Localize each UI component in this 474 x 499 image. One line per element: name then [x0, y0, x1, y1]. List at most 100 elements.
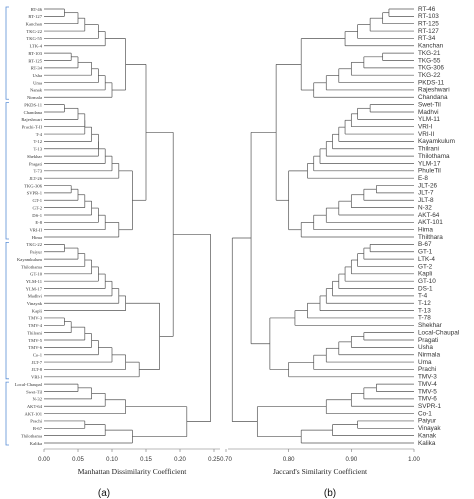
panel-a-label: (a) [98, 488, 110, 499]
panel-b-leaf-label: GT-2 [418, 263, 433, 270]
panel-a-leaf-label: E-8 [35, 220, 42, 225]
panel-a-leaf-label: TMV-6 [28, 345, 42, 350]
panel-a-leaf-label: Kayamkulum [17, 257, 42, 262]
panel-a-leaf-label: TMV-5 [28, 338, 42, 343]
panel-b-leaf-label: JLT-26 [418, 182, 438, 189]
panel-b-tick-label: 0.90 [345, 457, 357, 463]
panel-a-leaf-label: AKT-64 [27, 404, 43, 409]
panel-b-leaf-label: TKG-55 [418, 57, 441, 64]
panel-b-leaf-label: Thilothama [418, 153, 450, 160]
panel-b-leaf-label: Vinayak [418, 425, 441, 432]
panel-a-leaf-label: T-73 [33, 169, 42, 174]
panel-a-leaf-label: TKG-22 [26, 29, 42, 34]
panel-a-leaf-label: YLM-17 [26, 286, 43, 291]
panel-a-leaf-label: Kapli [32, 308, 43, 313]
panel-b-leaf-label: AKT-101 [418, 219, 443, 226]
panel-a-tick-labels: 0.00 0.05 0.10 0.15 0.20 0.25 [38, 449, 220, 463]
panel-a-leaf-label: Swet-Til [26, 389, 43, 394]
panel-a-leaf-label: Rajeshwari [21, 117, 42, 122]
panel-a-leaf-label: PKDS-11 [24, 102, 42, 107]
panel-b-leaf-label: Shekhar [418, 322, 443, 329]
panel-b-branches [231, 8, 414, 444]
panel-b-leaf-label: Pragati [418, 337, 438, 344]
panel-b-leaf-label: Uma [418, 359, 432, 366]
panel-b-leaf-label: PhuleTil [418, 168, 441, 175]
panel-b-leaf-label: VRI-II [418, 131, 435, 138]
panel-b-tick-label: 0.70 [220, 457, 232, 463]
panel-b-leaf-label: Local-Chaupal [418, 329, 459, 336]
panel-b-leaf-label: JLT-7 [418, 190, 434, 197]
panel-b-leaf-label: TMV-4 [418, 381, 437, 388]
panel-a-branches [44, 8, 211, 444]
panel-b-leaf-label: T-12 [418, 300, 431, 307]
panel-b-leaf-label: T-13 [418, 307, 431, 314]
panel-b-leaf-label: Kanak [418, 432, 437, 439]
panel-a-leaf-label: RT-103 [28, 51, 42, 56]
panel-a-tick-label: 0.20 [174, 457, 186, 463]
panel-b-leaf-label: SVPR-1 [418, 403, 442, 410]
panel-a-leaf-label: AKT-101 [25, 411, 43, 416]
panel-b-leaf-label: TKG-21 [418, 50, 441, 57]
panel-a-leaf-label: Nanak [30, 88, 43, 93]
panel-b-leaf-label: Rajeshwari [418, 87, 450, 94]
panel-a-leaf-label: Prachi [30, 419, 42, 424]
panel-b-leaf-label: TKG-22 [418, 72, 441, 79]
panel-a-leaf-label: Kanchan [26, 22, 43, 27]
panel-b-leaf-label: T-78 [418, 315, 431, 322]
panel-a-leaf-label: YLM-11 [26, 279, 43, 284]
panel-a-leaf-label: Uma [33, 80, 42, 85]
panel-a-leaf-label: TKG-22 [26, 242, 42, 247]
panel-a-leaf-label: T-13 [33, 147, 42, 152]
panel-a-leaf-label: JLT-8 [32, 367, 43, 372]
panel-a-leaf-label: N-32 [33, 397, 43, 402]
panel-a-leaf-label: TMV-3 [28, 316, 42, 321]
panel-b-leaf-label: TMV-5 [418, 388, 437, 395]
panel-a-tick-label: 0.25 [208, 457, 220, 463]
panel-b-leaf-label: TMV-6 [418, 396, 437, 403]
panel-a-leaf-label: Usha [33, 73, 42, 78]
panel-b-leaf-label: LTK-4 [418, 256, 435, 263]
panel-a-tick-label: 0.05 [72, 457, 84, 463]
panel-b-leaf-label: Thilrani [418, 146, 439, 153]
panel-b-leaf-label: Paiyur [418, 418, 437, 425]
panel-a-axis-title: Manhattan Dissimilarity Coefficient [78, 467, 188, 476]
panel-b-tick-labels: 0.70 0.80 0.90 1.00 [220, 449, 420, 463]
panel-a-leaf-labels: RT-46 RT-127 Kanchan TKG-22 TKG-55 LTK-4 RT-10… [15, 7, 43, 446]
cluster-bracket [5, 102, 9, 240]
panel-a-leaf-label: LTK-4 [30, 44, 43, 49]
panel-a-leaf-label: B-67 [33, 426, 43, 431]
panel-b-leaf-label: Chandana [418, 94, 448, 101]
panel-b-leaf-label: VRI-I [418, 123, 433, 130]
panel-a-leaf-label: Madhvi [28, 294, 43, 299]
panel-b-leaf-label: E-8 [418, 175, 428, 182]
panel-a-leaf-label: Pragati [29, 161, 43, 166]
panel-b-leaf-label: B-67 [418, 241, 432, 248]
panel-b-leaf-label: Kayamkulum [418, 138, 455, 145]
panel-a-leaf-label: GT-10 [30, 272, 43, 277]
panel-b-leaf-label: Nirmala [418, 352, 440, 359]
panel-b-leaf-label: Usha [418, 344, 433, 351]
cluster-bracket [5, 381, 9, 446]
panel-b-leaf-label: RT-125 [418, 21, 439, 28]
panel-a-leaf-label: Co-1 [33, 353, 43, 358]
panel-a-leaf-label: Thilothama [21, 264, 42, 269]
panel-b-axis-title: Jaccard's Similarity Coefficient [273, 467, 368, 476]
panel-a-leaf-label: VRI-II [29, 227, 42, 232]
panel-b-leaf-label: Kalika [418, 440, 436, 447]
panel-a-leaf-label: Vinayak [27, 301, 43, 306]
panel-a-leaf-label: TKG-306 [24, 183, 43, 188]
panel-a-leaf-label: T-12 [33, 139, 42, 144]
cluster-bracket [5, 241, 9, 380]
panel-b-leaf-label: YLM-11 [418, 116, 440, 123]
panel-a-leaf-label: RT-46 [31, 7, 43, 12]
panel-a-leaf-label: Hima [32, 235, 42, 240]
panel-b-dendrogram: RT-46RT-103RT-125RT-127RT-34KanchanTKG-2… [220, 6, 459, 499]
panel-a-tick-label: 0.00 [38, 457, 50, 463]
panel-a-dendrogram: RT-46 RT-127 Kanchan TKG-22 TKG-55 LTK-4 RT-10… [5, 6, 220, 499]
panel-b-leaf-label: Kanchan [418, 43, 444, 50]
panel-b-leaf-label: Swet-Til [418, 101, 441, 108]
panel-b-leaf-label: TMV-3 [418, 374, 437, 381]
panel-b-leaf-label: Hima [418, 226, 433, 233]
panel-a-leaf-label: TKG-55 [26, 36, 42, 41]
panel-a-leaf-label: GT-1 [32, 198, 42, 203]
